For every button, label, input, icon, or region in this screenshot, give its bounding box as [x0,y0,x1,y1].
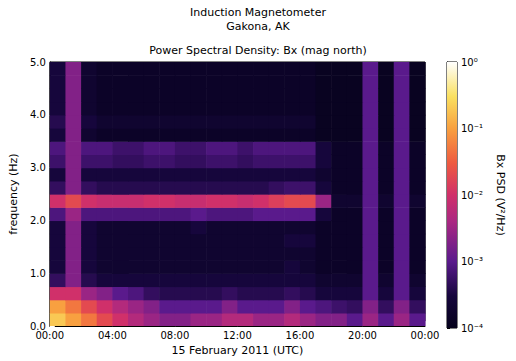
svg-text:3.0: 3.0 [30,162,46,173]
svg-text:08:00: 08:00 [160,330,189,341]
svg-text:5.0: 5.0 [30,57,46,68]
svg-text:10⁻³: 10⁻³ [461,256,483,267]
svg-text:0.0: 0.0 [29,320,46,332]
svg-text:04:00: 04:00 [98,330,127,341]
svg-text:16:00: 16:00 [286,330,315,341]
svg-text:15 February 2011 (UTC): 15 February 2011 (UTC) [172,344,304,357]
svg-text:2.0: 2.0 [30,215,46,226]
svg-text:10⁻¹: 10⁻¹ [461,123,483,134]
svg-text:Bx PSD (V²/Hz): Bx PSD (V²/Hz) [494,154,507,235]
svg-text:frequency (Hz): frequency (Hz) [7,153,20,234]
svg-text:12:00: 12:00 [223,330,252,341]
svg-text:Gakona, AK: Gakona, AK [226,20,290,33]
svg-text:00:00: 00:00 [35,330,64,341]
svg-text:20:00: 20:00 [348,330,377,341]
svg-text:Induction Magnetometer: Induction Magnetometer [190,6,326,19]
svg-text:Power Spectral Density: Bx (ma: Power Spectral Density: Bx (mag north) [149,44,366,57]
svg-text:4.0: 4.0 [30,109,46,120]
svg-text:00:00: 00:00 [411,330,440,341]
svg-text:10⁻²: 10⁻² [461,190,483,201]
svg-text:10⁻⁴: 10⁻⁴ [461,323,483,334]
svg-text:10⁰: 10⁰ [461,57,478,68]
svg-text:1.0: 1.0 [30,268,46,279]
